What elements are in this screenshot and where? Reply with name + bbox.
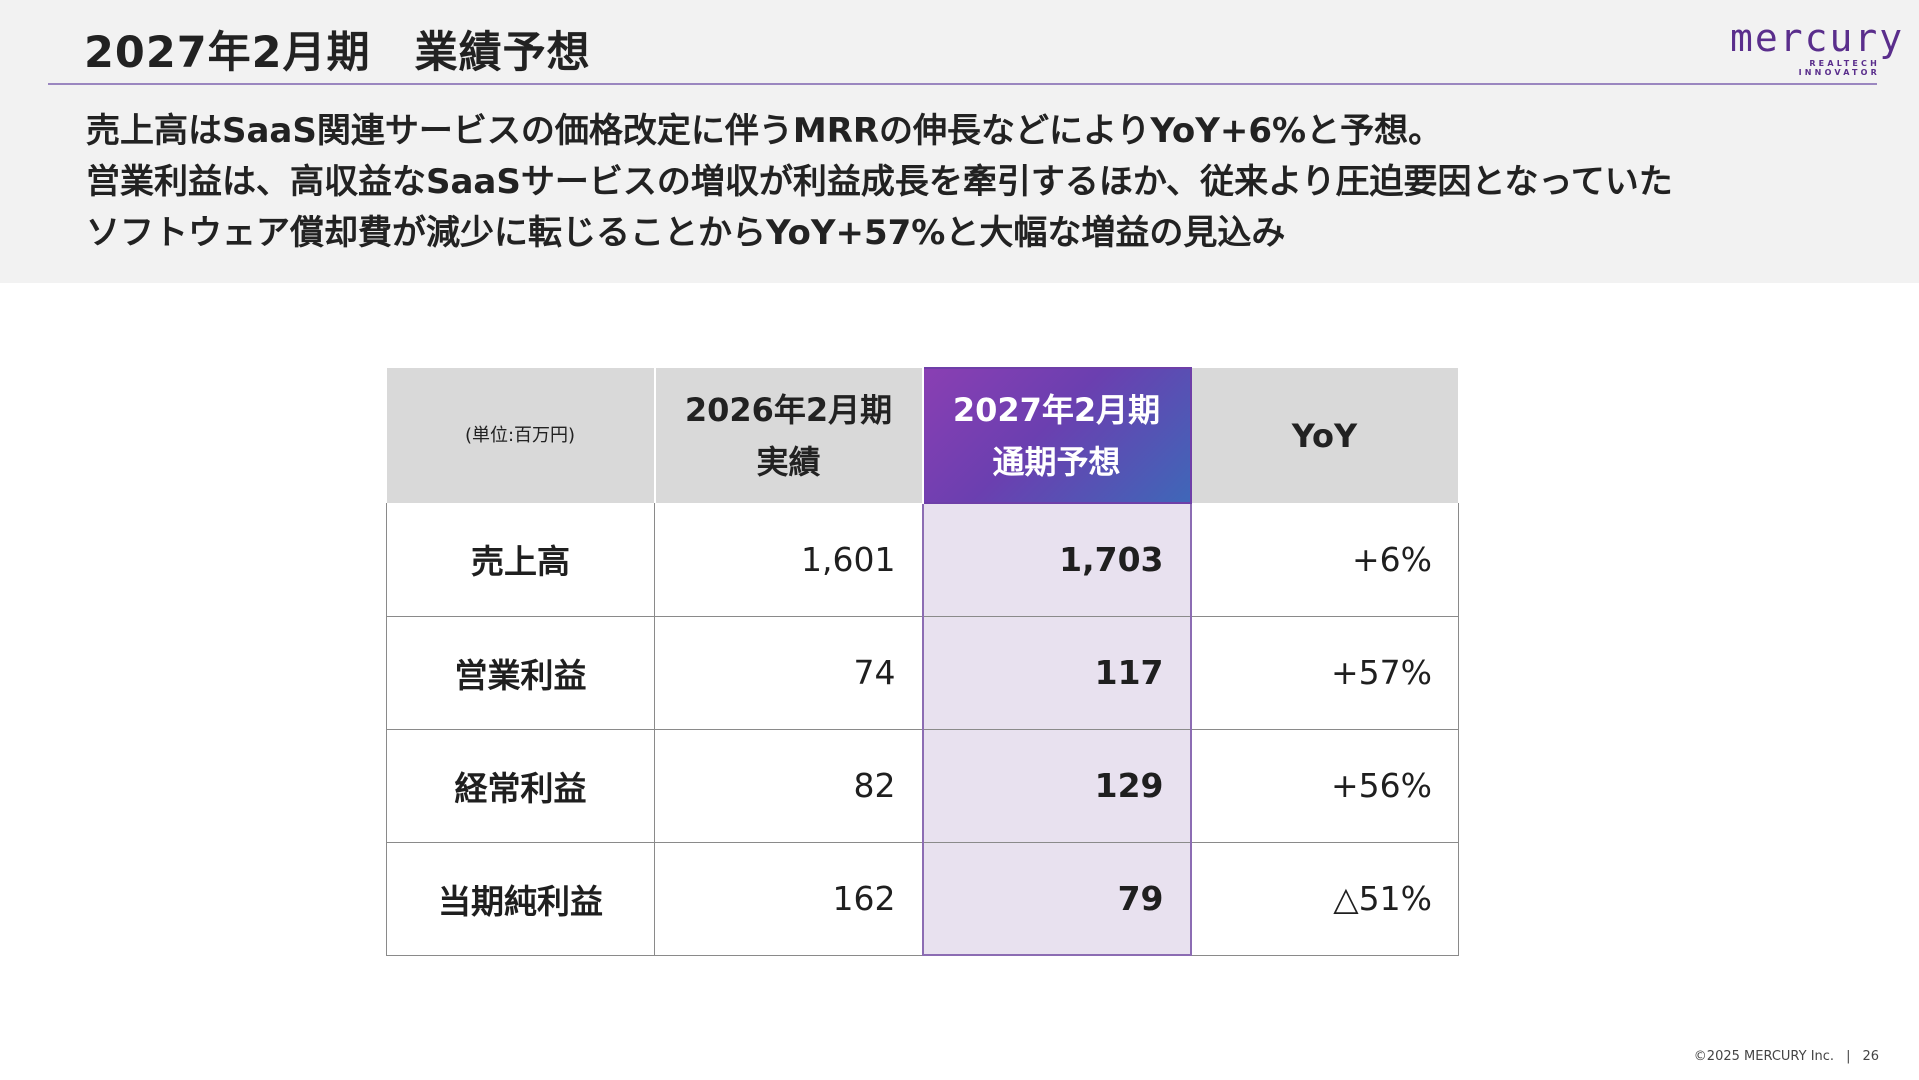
footer-separator: | (1846, 1049, 1851, 1064)
header-forecast-period: 2027年2月期 (952, 390, 1161, 429)
actual-value: 82 (654, 729, 923, 843)
forecast-value: 1,703 (921, 503, 1192, 617)
title-divider (48, 83, 1877, 85)
row-label: 売上高 (386, 503, 655, 617)
page-title: 2027年2月期 業績予想 (84, 28, 591, 78)
header-forecast-type: 通期予想 (992, 442, 1121, 481)
logo-wordmark: mercury (1730, 16, 1905, 60)
footer: ©2025 MERCURY Inc. | 26 (1694, 1049, 1879, 1064)
logo-tagline: REALTECH INNOVATOR (1798, 59, 1880, 77)
page-number: 26 (1862, 1049, 1879, 1064)
header-yoy: YoY (1190, 368, 1460, 503)
yoy-value: +6% (1190, 503, 1459, 617)
forecast-value: 129 (921, 729, 1192, 843)
yoy-value: +56% (1190, 729, 1459, 843)
summary-text: 売上高はSaaS関連サービスの価格改定に伴うMRRの伸長などによりYoY+6%と… (86, 106, 1866, 259)
copyright: ©2025 MERCURY Inc. (1693, 1049, 1835, 1064)
company-logo: mercury REALTECH INNOVATOR (1730, 16, 1905, 77)
yoy-value: △51% (1190, 842, 1459, 956)
forecast-value: 79 (921, 842, 1192, 956)
row-label: 経常利益 (386, 729, 655, 843)
actual-value: 1,601 (654, 503, 923, 617)
row-label: 営業利益 (386, 616, 655, 730)
actual-value: 162 (654, 842, 923, 956)
forecast-table: (単位:百万円) 2026年2月期 実績 2027年2月期 通期予想 YoY 売… (386, 367, 1460, 956)
summary-line: 営業利益は、高収益なSaaSサービスの増収が利益成長を牽引するほか、従来より圧迫… (86, 162, 1673, 202)
forecast-value: 117 (921, 616, 1192, 730)
yoy-value: +57% (1190, 616, 1459, 730)
actual-value: 74 (654, 616, 923, 730)
summary-line: ソフトウェア償却費が減少に転じることからYoY+57%と大幅な増益の見込み (86, 213, 1286, 253)
header-actual-type: 実績 (756, 442, 821, 481)
row-label: 当期純利益 (386, 842, 655, 956)
header-forecast: 2027年2月期 通期予想 (921, 367, 1192, 504)
header-actual-period: 2026年2月期 (684, 390, 893, 429)
header-actual: 2026年2月期 実績 (654, 368, 924, 503)
summary-band (0, 0, 1919, 283)
unit-label: (単位:百万円) (386, 368, 656, 503)
table-row: 営業利益 74 117 +57% (386, 616, 1459, 730)
table-row: 売上高 1,601 1,703 +6% (386, 503, 1459, 617)
table-row: 当期純利益 162 79 △51% (386, 842, 1459, 956)
table-header-row: (単位:百万円) 2026年2月期 実績 2027年2月期 通期予想 YoY (386, 367, 1460, 504)
summary-line: 売上高はSaaS関連サービスの価格改定に伴うMRRの伸長などによりYoY+6%と… (86, 111, 1443, 151)
table-row: 経常利益 82 129 +56% (386, 729, 1459, 843)
